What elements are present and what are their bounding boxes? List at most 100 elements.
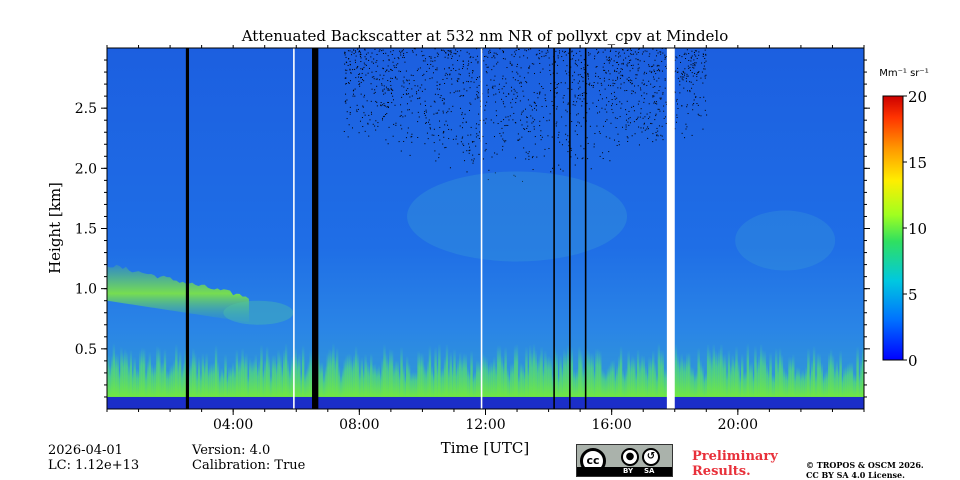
noise-dot [536, 53, 538, 55]
boundary-layer-streak [627, 350, 630, 397]
noise-dot [626, 78, 628, 80]
noise-dot [644, 71, 646, 73]
noise-dot [364, 114, 366, 116]
boundary-layer-streak [697, 347, 700, 397]
noise-dot [344, 54, 346, 56]
noise-dot [382, 52, 384, 54]
noise-dot [450, 51, 452, 53]
noise-dot [349, 68, 351, 70]
noise-dot [697, 72, 699, 74]
noise-dot [350, 72, 352, 74]
noise-dot [562, 50, 564, 52]
boundary-layer-streak [286, 359, 290, 397]
noise-dot [367, 122, 369, 124]
noise-dot [447, 110, 449, 112]
noise-dot [620, 87, 622, 89]
noise-dot [374, 91, 376, 93]
noise-dot [364, 56, 366, 58]
noise-dot [368, 135, 370, 137]
noise-dot [660, 97, 662, 99]
boundary-layer-streak [733, 359, 736, 397]
noise-dot [349, 69, 351, 71]
noise-dot [387, 89, 389, 91]
noise-dot [359, 54, 361, 56]
noise-dot [372, 62, 374, 64]
noise-dot [567, 52, 569, 54]
boundary-layer-streak [621, 369, 625, 397]
noise-dot [497, 61, 499, 63]
boundary-layer-streak [748, 362, 751, 397]
noise-dot [676, 116, 678, 118]
noise-dot [358, 51, 360, 53]
noise-dot [583, 67, 585, 69]
noise-dot [426, 111, 428, 113]
boundary-layer-streak [129, 349, 133, 397]
noise-dot [655, 73, 657, 75]
noise-dot [638, 48, 640, 50]
noise-dot [601, 84, 603, 86]
boundary-layer-streak [725, 371, 729, 397]
noise-dot [392, 50, 394, 52]
noise-dot [599, 155, 601, 157]
boundary-layer-streak [515, 343, 519, 397]
x-tick-label: 12:00 [465, 417, 505, 433]
noise-dot [618, 53, 620, 55]
noise-dot [643, 84, 645, 86]
noise-dot [433, 134, 435, 136]
noise-dot [636, 74, 638, 76]
boundary-layer-streak [154, 363, 157, 397]
noise-dot [468, 53, 470, 55]
boundary-layer-streak [635, 372, 638, 397]
noise-dot [525, 151, 527, 153]
boundary-layer-streak [752, 374, 755, 397]
noise-dot [572, 75, 574, 77]
noise-dot [468, 146, 470, 148]
boundary-layer-streak [765, 363, 768, 397]
noise-dot [702, 82, 704, 84]
noise-dot [430, 63, 432, 65]
noise-dot [438, 109, 440, 111]
noise-dot [424, 143, 426, 145]
noise-dot [619, 116, 621, 118]
noise-dot [505, 78, 507, 80]
boundary-layer-streak [833, 368, 837, 397]
noise-dot [652, 48, 654, 50]
noise-dot [450, 69, 452, 71]
boundary-layer-streak [786, 373, 789, 397]
boundary-layer-streak [353, 354, 356, 397]
noise-dot [538, 57, 540, 59]
noise-dot [622, 49, 624, 51]
boundary-layer-streak [708, 349, 712, 397]
noise-dot [558, 134, 560, 136]
noise-dot [502, 132, 504, 134]
boundary-layer-streak [370, 353, 373, 397]
noise-dot [345, 61, 347, 63]
noise-dot [642, 117, 644, 119]
noise-dot [620, 71, 622, 73]
noise-dot [423, 54, 425, 56]
noise-dot [407, 127, 409, 129]
noise-dot [588, 54, 590, 56]
boundary-layer-streak [237, 360, 240, 397]
data-gap-no-data [312, 48, 319, 409]
noise-dot [458, 73, 460, 75]
noise-dot [644, 50, 646, 52]
noise-dot [606, 119, 608, 121]
noise-dot [652, 133, 654, 135]
noise-dot [457, 90, 459, 92]
noise-dot [679, 84, 681, 86]
noise-dot [414, 85, 416, 87]
y-axis: 0.51.01.52.02.5 [75, 59, 870, 398]
noise-dot [657, 135, 659, 137]
noise-dot [445, 120, 447, 122]
noise-dot [506, 67, 508, 69]
noise-dot [398, 141, 400, 143]
noise-dot [577, 74, 579, 76]
noise-dot [598, 131, 600, 133]
noise-dot [411, 50, 413, 52]
noise-dot [391, 54, 393, 56]
noise-dot [610, 49, 612, 51]
noise-dot [471, 77, 473, 79]
noise-dot [587, 52, 589, 54]
noise-dot [400, 71, 402, 73]
